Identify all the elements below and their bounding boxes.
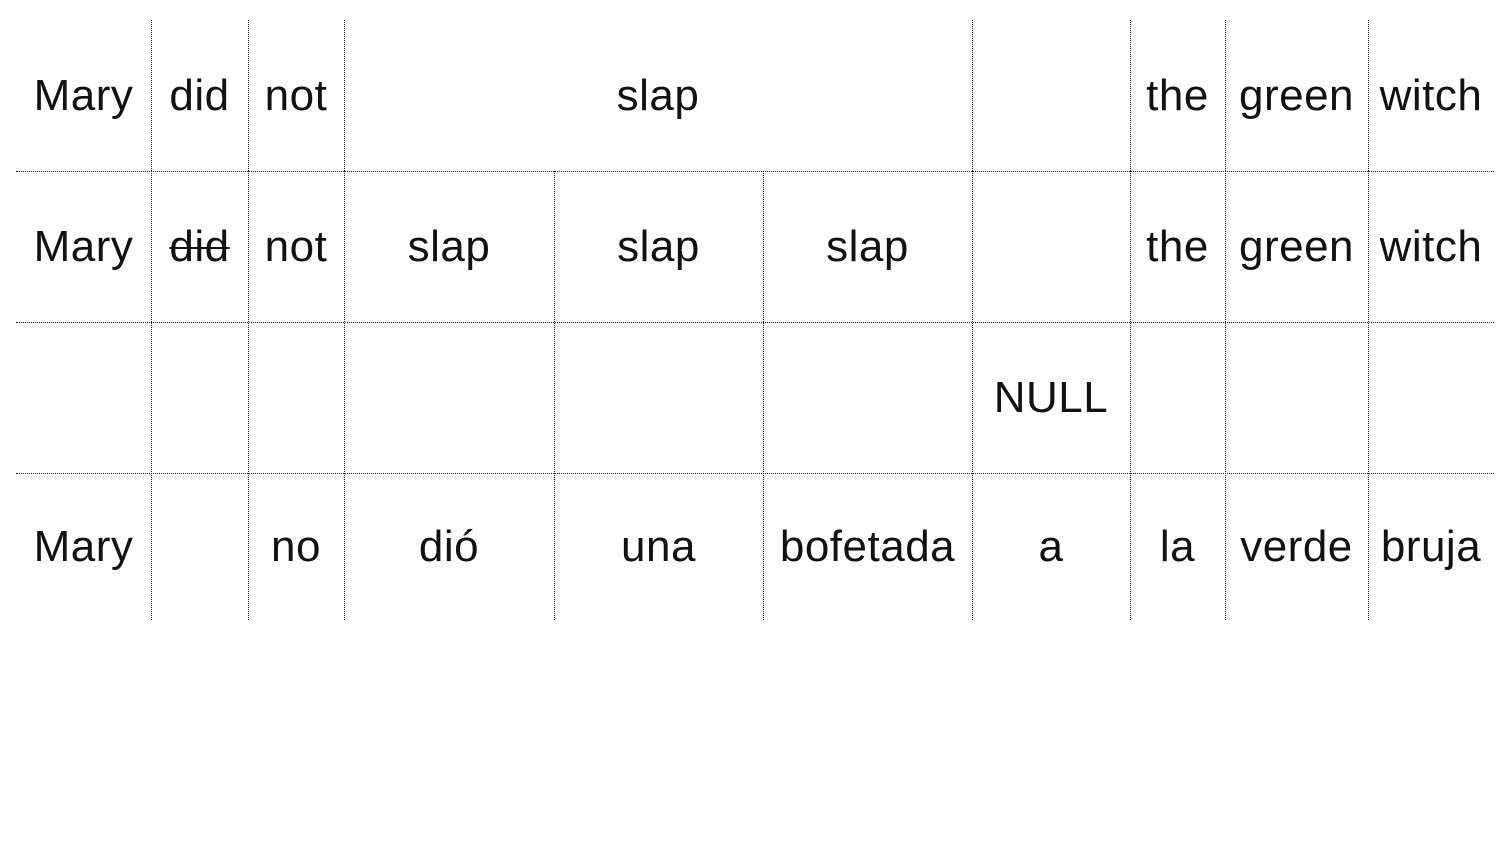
spanish-target-word: verde bbox=[1225, 473, 1368, 620]
word-label: witch bbox=[1379, 221, 1483, 271]
null-insertion-word bbox=[16, 322, 151, 473]
column-divider bbox=[1130, 20, 1131, 171]
spanish-target-word: a bbox=[972, 473, 1130, 620]
word-label: green bbox=[1238, 221, 1355, 271]
word-label: did bbox=[169, 70, 230, 120]
column-divider bbox=[151, 20, 152, 171]
null-insertion-word bbox=[1368, 322, 1494, 473]
row-divider bbox=[16, 171, 1494, 172]
word-label: la bbox=[1159, 521, 1196, 571]
column-divider bbox=[972, 20, 973, 171]
word-label: Mary bbox=[33, 70, 134, 120]
spanish-target-word: una bbox=[554, 473, 763, 620]
english-source-word: not bbox=[248, 20, 344, 171]
word-label: a bbox=[1038, 521, 1064, 571]
column-divider bbox=[344, 171, 345, 620]
column-divider bbox=[554, 171, 555, 620]
column-divider bbox=[763, 171, 764, 620]
word-label: dió bbox=[418, 521, 480, 571]
english-source-word: did bbox=[151, 20, 248, 171]
spanish-target-word: no bbox=[248, 473, 344, 620]
word-label: una bbox=[621, 521, 696, 571]
english-source-word: Mary bbox=[16, 20, 151, 171]
null-insertion-word bbox=[1130, 322, 1225, 473]
english-source-word: slap bbox=[344, 20, 972, 171]
word-label: verde bbox=[1240, 521, 1353, 571]
english-source-word: witch bbox=[1368, 20, 1494, 171]
column-divider bbox=[248, 171, 249, 620]
english-source-word: the bbox=[1130, 20, 1225, 171]
null-insertion-word: NULL bbox=[972, 322, 1130, 473]
row-divider bbox=[16, 322, 1494, 323]
spanish-target-word: Mary bbox=[16, 473, 151, 620]
spanish-target-word: bofetada bbox=[763, 473, 972, 620]
word-label: not bbox=[264, 70, 328, 120]
english-source-word: green bbox=[1225, 20, 1368, 171]
word-label: Mary bbox=[33, 521, 134, 571]
word-label: NULL bbox=[993, 372, 1109, 422]
word-label: bruja bbox=[1380, 521, 1482, 571]
english-source-word bbox=[972, 20, 1130, 171]
word-label: slap bbox=[616, 70, 700, 120]
fertility-word: slap bbox=[763, 171, 972, 322]
column-divider bbox=[248, 20, 249, 171]
word-label: the bbox=[1146, 221, 1209, 271]
word-label: slap bbox=[617, 221, 700, 271]
word-label: slap bbox=[407, 221, 491, 271]
word-label: green bbox=[1238, 70, 1355, 120]
null-insertion-word bbox=[554, 322, 763, 473]
column-divider bbox=[1368, 20, 1369, 171]
column-divider bbox=[972, 171, 973, 620]
column-divider bbox=[344, 20, 345, 171]
fertility-word: not bbox=[248, 171, 344, 322]
fertility-word: did bbox=[151, 171, 248, 322]
fertility-word: green bbox=[1225, 171, 1368, 322]
fertility-word bbox=[972, 171, 1130, 322]
spanish-target-word: dió bbox=[344, 473, 554, 620]
spanish-target-word: bruja bbox=[1368, 473, 1494, 620]
fertility-word: slap bbox=[554, 171, 763, 322]
null-insertion-word bbox=[1225, 322, 1368, 473]
column-divider bbox=[151, 171, 152, 620]
word-label: did bbox=[169, 221, 230, 271]
fertility-word: witch bbox=[1368, 171, 1494, 322]
column-divider bbox=[1225, 171, 1226, 620]
word-label: bofetada bbox=[779, 521, 956, 571]
spanish-target-word: la bbox=[1130, 473, 1225, 620]
word-label: slap bbox=[826, 221, 909, 271]
word-label: not bbox=[264, 221, 328, 271]
spanish-target-word bbox=[151, 473, 248, 620]
column-divider bbox=[1368, 171, 1369, 620]
column-divider bbox=[1130, 171, 1131, 620]
word-label: witch bbox=[1379, 70, 1483, 120]
null-insertion-word bbox=[344, 322, 554, 473]
row-divider bbox=[16, 473, 1494, 474]
word-label: the bbox=[1146, 70, 1209, 120]
column-divider bbox=[1225, 20, 1226, 171]
null-insertion-word bbox=[151, 322, 248, 473]
word-label: Mary bbox=[33, 221, 134, 271]
fertility-word: Mary bbox=[16, 171, 151, 322]
null-insertion-word bbox=[248, 322, 344, 473]
null-insertion-word bbox=[763, 322, 972, 473]
fertility-word: slap bbox=[344, 171, 554, 322]
fertility-word: the bbox=[1130, 171, 1225, 322]
word-label: no bbox=[271, 521, 321, 571]
